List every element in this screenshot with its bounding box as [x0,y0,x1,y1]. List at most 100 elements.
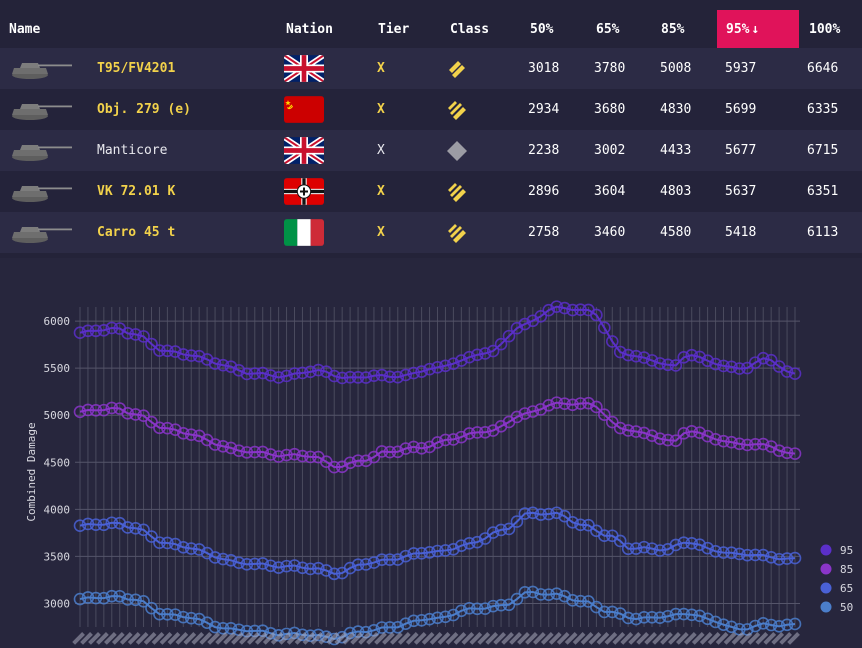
data-point [748,548,762,562]
data-point [470,602,484,616]
table-row[interactable]: VK 72.01 K X 2896 3604 4803 5637 6351 [0,171,862,212]
data-point [764,551,778,564]
data-point [566,594,579,607]
header-nation[interactable]: Nation [286,10,333,48]
data-point [359,371,373,384]
x-tick-label [366,632,379,645]
x-tick-label [469,632,483,645]
data-point [701,541,714,555]
x-tick-label [350,632,364,645]
data-point [709,433,722,446]
data-point [653,357,667,370]
table-row[interactable]: T95/FV4201 X 3018 3780 5008 5937 6646 [0,48,862,89]
data-point [89,404,103,417]
value-p100: 6646 [807,61,839,76]
data-point [574,594,587,608]
data-point [653,432,667,445]
data-point [399,617,413,630]
data-point [725,546,738,560]
data-point [327,567,341,581]
data-point [725,435,738,449]
data-point [550,506,563,520]
data-point [621,542,635,556]
data-point [486,599,500,613]
data-point [383,621,397,634]
header-95-sorted[interactable]: 95% ↓ [717,10,799,48]
data-point [97,403,111,417]
y-tick-label: 4000 [44,503,71,516]
data-point [566,516,579,529]
data-point [407,366,420,380]
value-p85: 4803 [660,184,692,199]
data-point [184,349,198,362]
data-point [399,368,413,382]
data-point [240,558,254,571]
header-tier[interactable]: Tier [378,10,409,48]
data-point [764,618,778,632]
header-50[interactable]: 50% [530,10,553,48]
data-point [748,438,762,451]
data-point [256,557,270,570]
value-p85: 4830 [660,102,692,117]
data-point [590,400,603,414]
legend-item[interactable]: 85 [820,563,854,576]
data-point [542,507,556,521]
header-100[interactable]: 100% [809,10,840,48]
header-65[interactable]: 65% [596,10,619,48]
sort-arrow-down-icon: ↓ [751,21,760,37]
table-row[interactable]: Manticore X 2238 3002 4433 5677 6715 [0,130,862,171]
legend-swatch [820,563,832,575]
data-point [502,522,516,536]
x-tick-label [207,632,221,645]
x-tick-label [191,632,205,645]
table-row[interactable]: Obj. 279 (e) X 2934 3680 4830 5699 6335 [0,89,862,130]
data-point [343,561,357,575]
header-class[interactable]: Class [450,10,489,48]
x-tick-label [270,632,284,645]
data-point [645,611,659,624]
legend-item[interactable]: 65 [820,582,854,595]
header-name-label: Name [9,21,41,37]
tier-value: X [377,102,385,117]
tank-icon [10,130,74,171]
value-p100: 6351 [807,184,839,199]
table-row[interactable]: Carro 45 t X 2758 3460 4580 5418 6113 [0,212,862,253]
data-point [327,460,341,474]
data-point [335,371,349,385]
data-point [391,445,405,459]
data-point [669,434,683,448]
data-point [224,441,238,455]
data-point [81,591,95,604]
data-point [105,589,119,603]
data-point [415,442,428,455]
data-point [653,611,667,625]
data-point [733,547,746,561]
x-tick-label [231,632,244,645]
header-name[interactable]: Name [9,10,40,48]
legend-item[interactable]: 95 [820,544,854,557]
data-point [470,348,484,362]
data-point [240,446,254,459]
data-point [478,602,492,615]
data-point [137,523,150,537]
data-point [510,410,524,424]
x-tick-label [342,632,356,645]
x-tick-label [72,632,85,645]
data-point [161,421,174,435]
header-85[interactable]: 85% [661,10,684,48]
data-point [645,542,659,555]
x-tick-label [119,632,133,645]
data-point [510,592,524,606]
x-tick-label [103,632,117,645]
legend-item[interactable]: 50 [820,601,854,614]
data-point [192,612,206,626]
data-point [447,433,460,446]
data-point [248,367,262,380]
data-point [685,348,699,362]
header-tier-label: Tier [378,21,410,37]
data-point [534,588,548,601]
data-point [129,521,142,535]
data-point [272,371,285,384]
data-point [423,612,436,626]
x-tick-label [453,632,467,645]
